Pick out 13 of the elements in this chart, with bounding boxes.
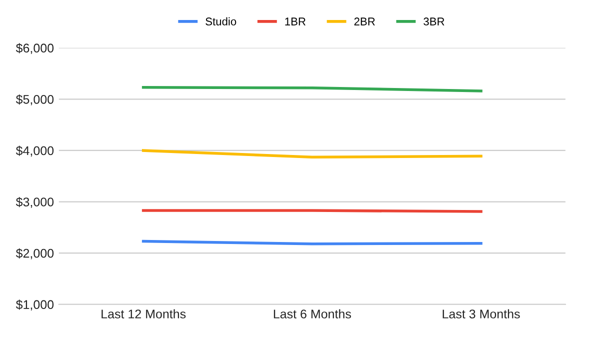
y-tick-label: $6,000 <box>16 43 54 54</box>
y-tick-label: $3,000 <box>16 197 54 208</box>
legend-label: 1BR <box>285 18 306 26</box>
x-tick-label: Last 6 Months <box>274 309 351 318</box>
legend-label: 3BR <box>424 18 444 26</box>
x-tick-label: Last 12 Months <box>102 309 186 318</box>
legend-label: Studio <box>206 17 236 26</box>
y-tick-label: $1,000 <box>16 300 54 311</box>
legend-label: 2BR <box>354 18 375 26</box>
x-tick-label: Last 3 Months <box>442 309 520 318</box>
y-tick-label: $4,000 <box>16 146 54 157</box>
y-tick-label: $2,000 <box>16 248 54 260</box>
y-tick-label: $5,000 <box>16 94 54 106</box>
